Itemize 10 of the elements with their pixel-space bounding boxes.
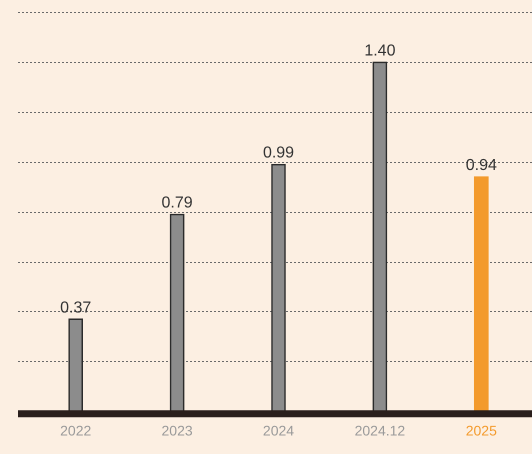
x-tick-label: 2023 (162, 422, 193, 438)
x-tick-label: 2022 (60, 422, 92, 438)
x-tick-label: 2024.12 (354, 422, 406, 438)
x-tick-label: 2025 (466, 422, 498, 438)
data-label: 0.99 (262, 144, 294, 162)
x-tick-label: 2024 (262, 422, 294, 438)
data-label: 0.79 (162, 194, 193, 212)
data-label: 0.37 (60, 299, 92, 316)
data-label: 1.40 (364, 42, 396, 60)
data-label: 0.94 (466, 157, 497, 174)
